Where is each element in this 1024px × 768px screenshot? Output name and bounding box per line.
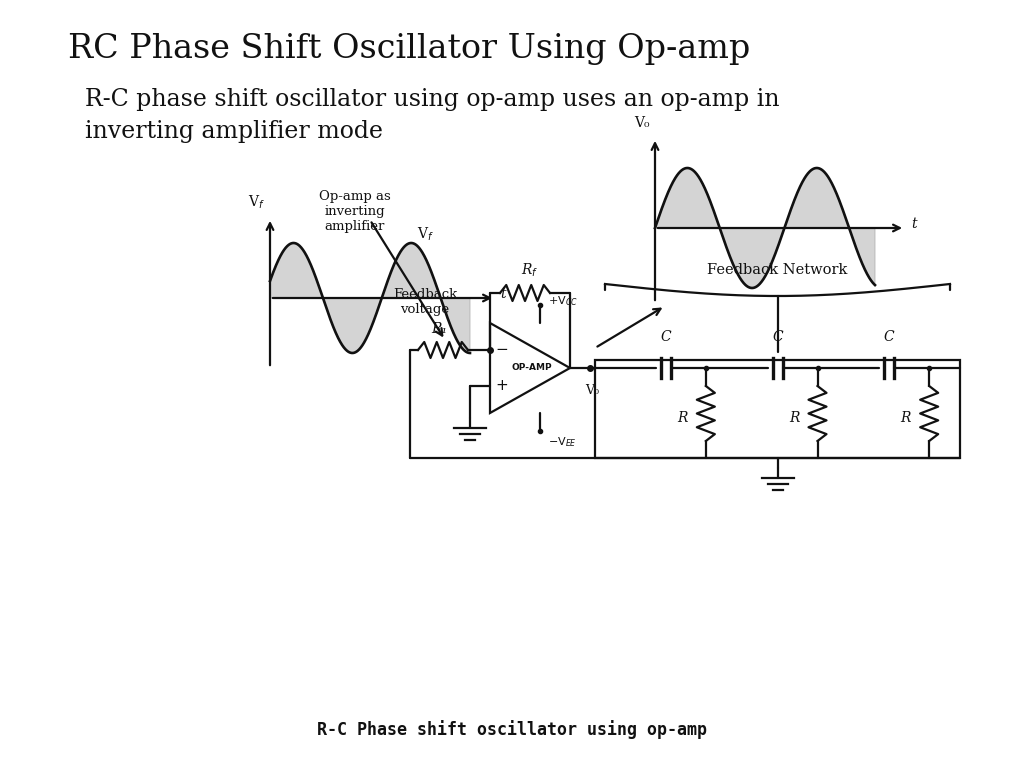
Text: R-C phase shift oscillator using op-amp uses an op-amp in: R-C phase shift oscillator using op-amp … [85, 88, 779, 111]
Text: R$_f$: R$_f$ [521, 262, 539, 279]
Text: t: t [911, 217, 916, 231]
Text: C: C [660, 330, 671, 344]
Bar [595, 360, 961, 458]
Text: OP-AMP: OP-AMP [512, 363, 552, 372]
Text: R: R [677, 412, 688, 425]
Text: inverting amplifier mode: inverting amplifier mode [85, 120, 383, 143]
Text: t: t [500, 287, 506, 301]
Text: R: R [901, 412, 911, 425]
Text: R: R [790, 412, 800, 425]
Text: C: C [884, 330, 895, 344]
Text: −: − [496, 343, 508, 357]
Text: V₀: V₀ [635, 116, 650, 130]
Text: V₀: V₀ [585, 384, 599, 397]
Text: Op-amp as
inverting
amplifier: Op-amp as inverting amplifier [319, 190, 391, 233]
Text: Feedback
voltage: Feedback voltage [393, 288, 457, 316]
Text: +: + [496, 379, 508, 393]
Text: C: C [772, 330, 782, 344]
Text: V$_f$: V$_f$ [417, 226, 433, 243]
Text: Feedback Network: Feedback Network [708, 263, 848, 277]
Text: R₁: R₁ [431, 322, 447, 336]
Text: R-C Phase shift oscillator using op-amp: R-C Phase shift oscillator using op-amp [317, 720, 707, 740]
Text: −V$_{EE}$: −V$_{EE}$ [548, 435, 577, 449]
Text: V$_f$: V$_f$ [248, 194, 265, 211]
Text: +V$_{CC}$: +V$_{CC}$ [548, 294, 578, 308]
Text: RC Phase Shift Oscillator Using Op-amp: RC Phase Shift Oscillator Using Op-amp [68, 33, 751, 65]
